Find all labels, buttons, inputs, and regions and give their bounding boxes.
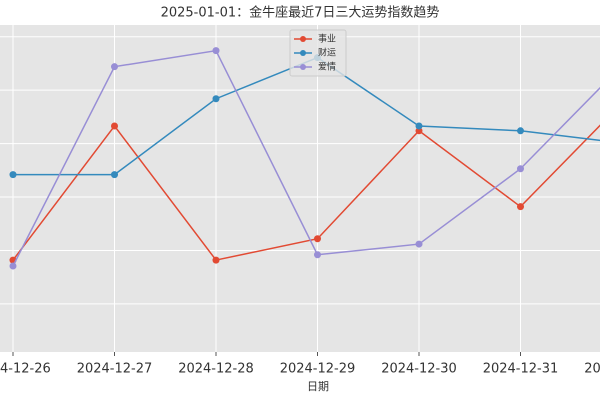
data-point: [314, 235, 321, 243]
x-axis-label: 日期: [307, 380, 329, 393]
data-point: [212, 95, 220, 103]
data-point: [9, 171, 17, 179]
x-tick-label: 2024-12-26: [0, 362, 51, 377]
lines: [9, 47, 600, 270]
legend-label: 事业: [318, 33, 336, 45]
x-tick-label: 2024-12-29: [280, 362, 356, 377]
legend-marker: [300, 36, 306, 42]
data-point: [517, 203, 524, 211]
data-point: [517, 165, 524, 173]
data-point: [415, 127, 423, 135]
x-tick-label: 2024-12-31: [483, 362, 559, 377]
data-point: [415, 122, 423, 130]
legend-label: 爱情: [318, 61, 336, 73]
data-point: [212, 256, 220, 264]
plot-area: [0, 25, 600, 352]
legend-label: 财运: [318, 47, 336, 59]
data-point: [415, 240, 423, 248]
legend-marker: [300, 64, 306, 70]
data-point: [111, 122, 118, 130]
data-point: [212, 47, 220, 55]
data-point: [111, 63, 118, 71]
legend-marker: [300, 50, 306, 56]
grid: 2024-12-26 2024-12-27 2024-12-28 2024-12-29…: [0, 25, 600, 377]
data-point: [517, 127, 524, 135]
x-tick-label: 2024-12-27: [77, 362, 153, 377]
x-tick-label: 2024-12-28: [178, 362, 254, 377]
data-point: [9, 262, 17, 270]
data-point: [111, 171, 118, 179]
x-tick-label: 2025-01-01: [584, 362, 600, 377]
x-tick-label: 2024-12-30: [381, 362, 457, 377]
data-point: [314, 251, 321, 259]
chart-title: 2025-01-01：金牛座最近7日三大运势指数趋势: [161, 5, 440, 21]
